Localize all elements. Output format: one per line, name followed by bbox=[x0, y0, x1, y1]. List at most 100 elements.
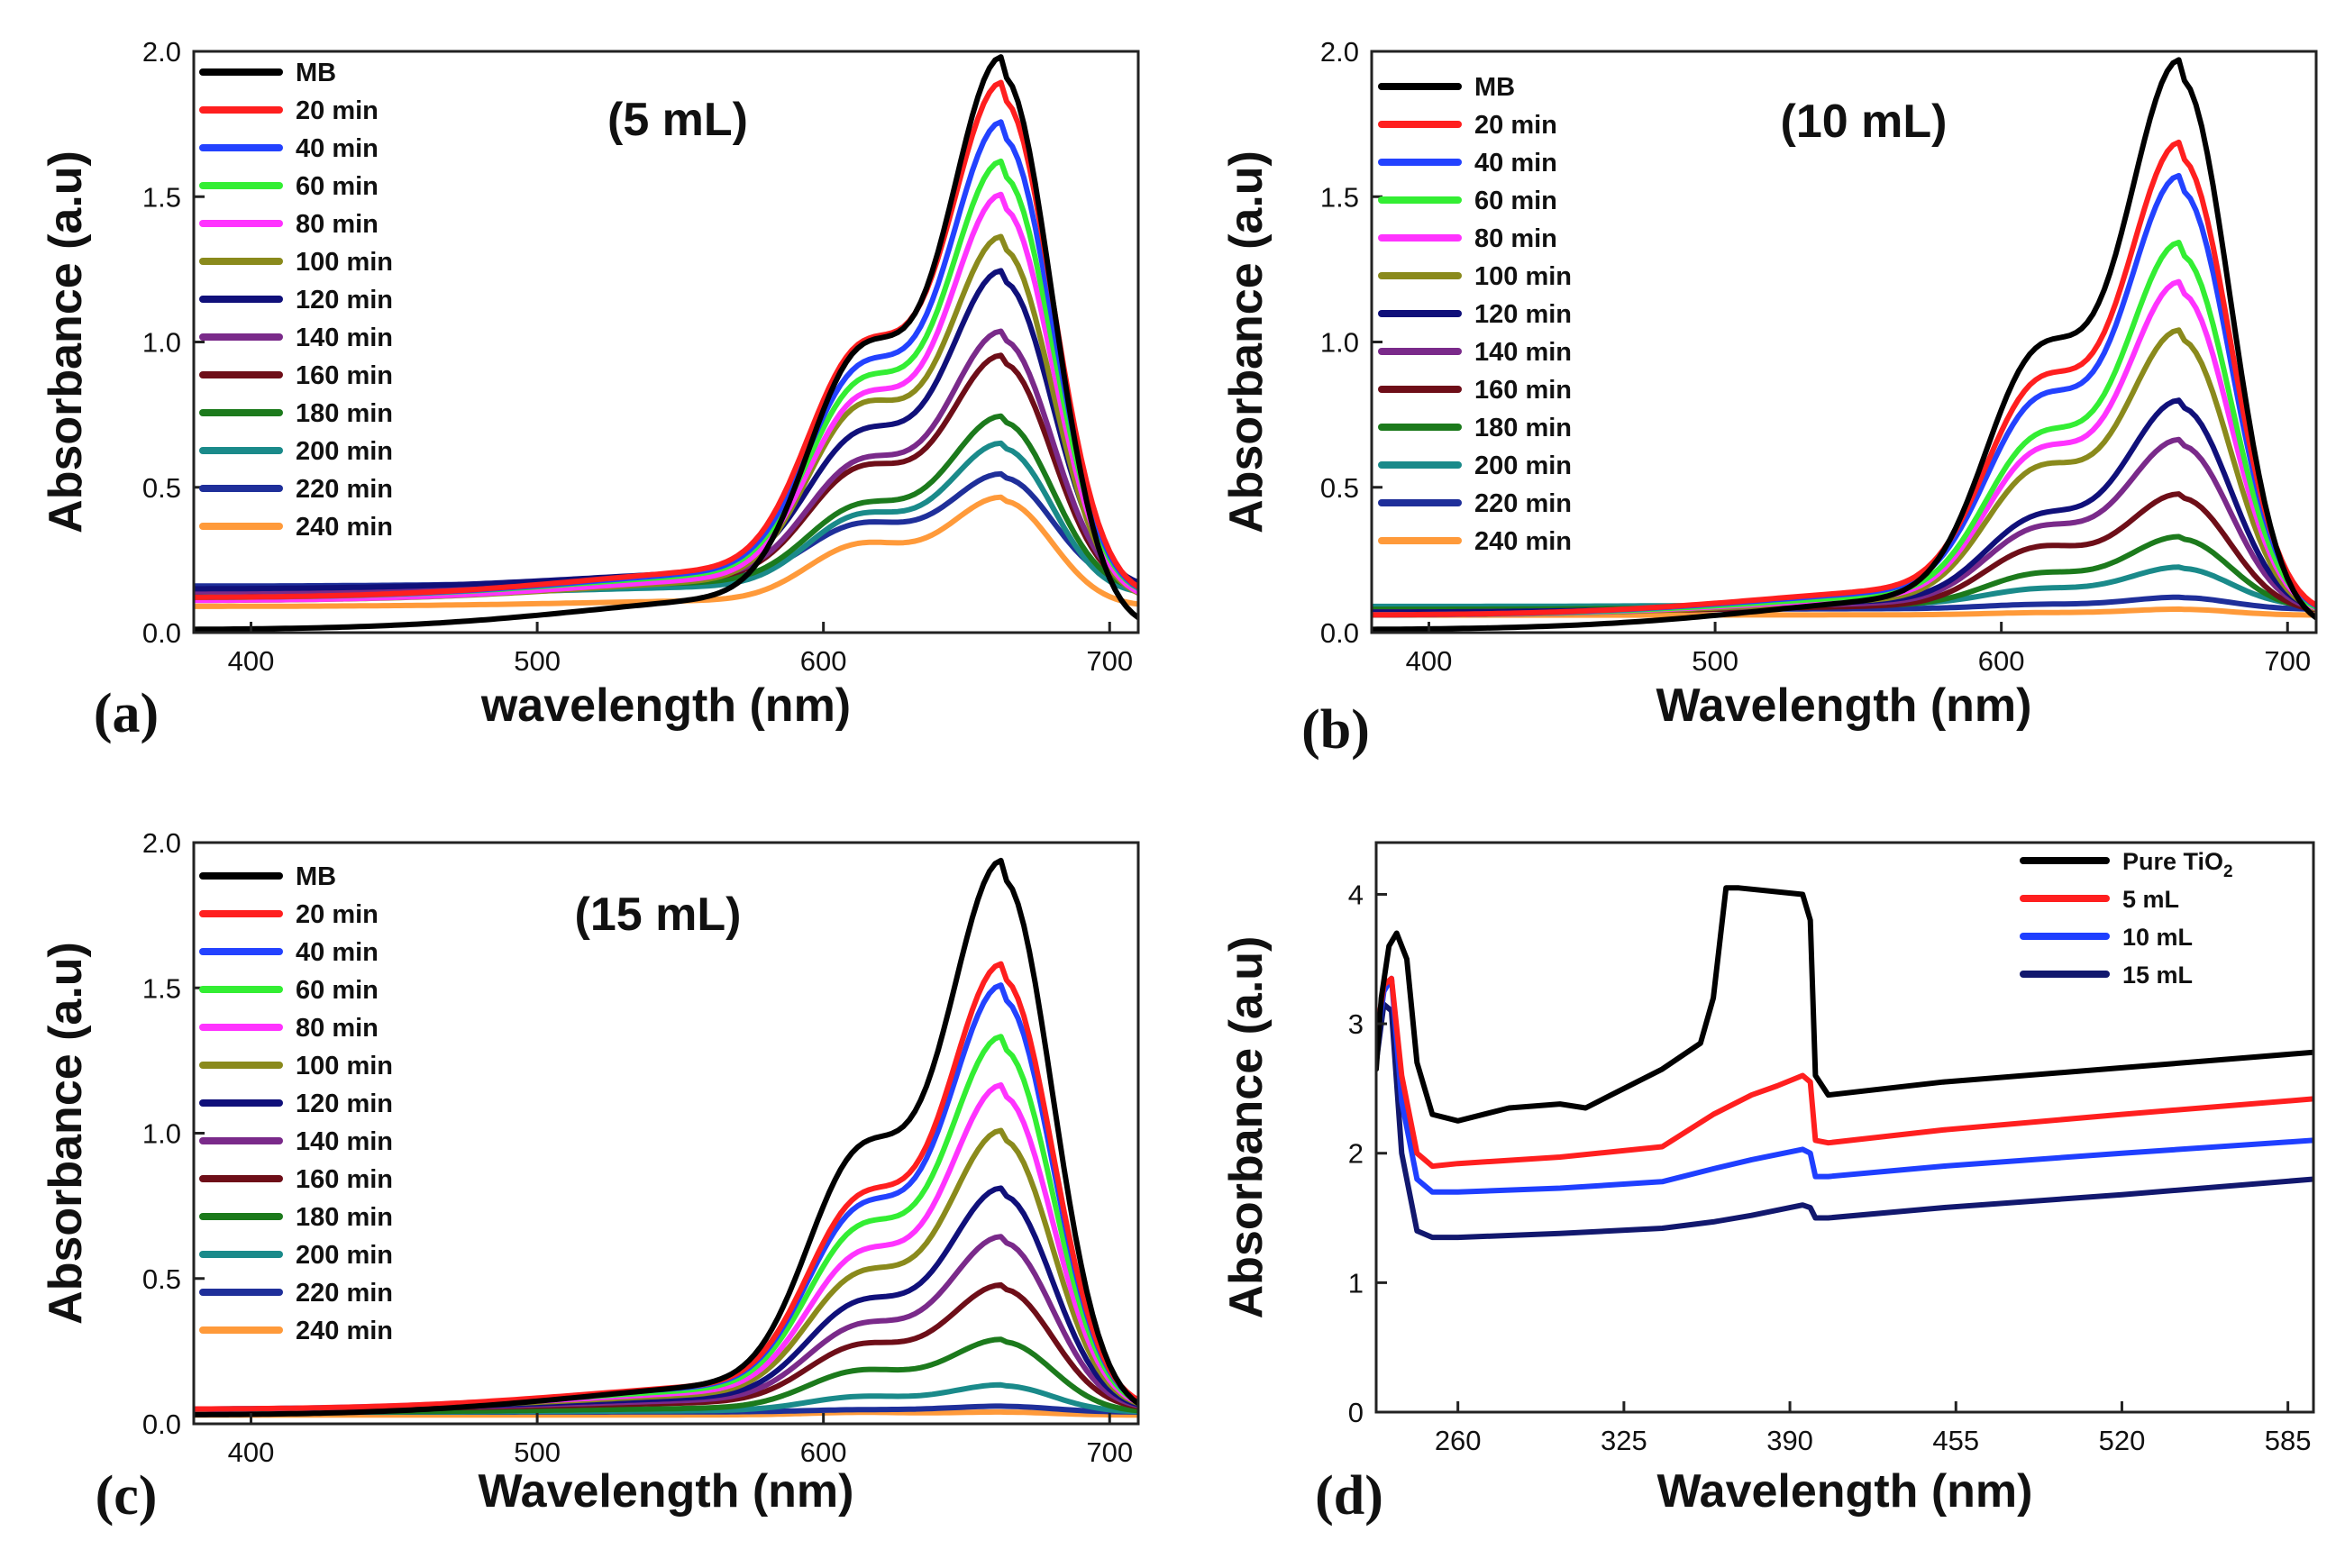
x-tick-label: 400 bbox=[1406, 645, 1453, 677]
series-line-mb bbox=[194, 54, 1138, 633]
x-tick-label: 400 bbox=[228, 645, 275, 677]
legend-label: 60 min bbox=[296, 172, 379, 201]
volume-annotation: (5 mL) bbox=[607, 94, 748, 146]
series-group bbox=[194, 54, 1138, 633]
legend-label: 40 min bbox=[296, 134, 379, 163]
legend-label: 200 min bbox=[296, 1241, 393, 1270]
x-tick-label: 600 bbox=[1978, 645, 2025, 677]
y-tick-label: 2 bbox=[1348, 1138, 1364, 1170]
series-group bbox=[194, 857, 1138, 1418]
legend-label: MB bbox=[296, 862, 336, 891]
series-line-15-ml bbox=[1376, 1001, 2313, 1241]
x-axis-title: Wavelength (nm) bbox=[1657, 1465, 2033, 1518]
volume-annotation: (10 mL) bbox=[1781, 96, 1948, 148]
x-tick-label: 700 bbox=[2264, 645, 2311, 677]
legend-label: 140 min bbox=[296, 324, 393, 352]
legend: MB 20 min 40 min 60 min 80 min 100 min 120 min… bbox=[199, 862, 393, 1345]
legend-label: 60 min bbox=[296, 976, 379, 1005]
legend-label: 60 min bbox=[1474, 187, 1557, 215]
x-tick-label: 455 bbox=[1932, 1425, 1979, 1456]
panel-label: (b) bbox=[1301, 699, 1370, 761]
y-tick-label: 0.5 bbox=[1320, 472, 1359, 504]
y-tick-label: 0.0 bbox=[142, 1408, 181, 1440]
x-tick-label: 700 bbox=[1086, 645, 1133, 677]
series-line-20-min bbox=[194, 79, 1138, 600]
legend-label: 160 min bbox=[296, 361, 393, 390]
x-tick-label: 500 bbox=[514, 645, 561, 677]
y-tick-label: 2.0 bbox=[142, 827, 181, 859]
chart-panel-3: 400 500 600 700 0.0 0.5 1.0 1.5 2.0 Wavelength (n… bbox=[40, 827, 1140, 1527]
series-line-40-min bbox=[194, 982, 1138, 1412]
legend-label: 80 min bbox=[296, 1014, 379, 1043]
panel-label: (c) bbox=[96, 1465, 158, 1527]
x-tick-label: 260 bbox=[1435, 1425, 1482, 1456]
y-axis-title: Absorbance (a.u) bbox=[1220, 150, 1273, 533]
series-line-mb bbox=[194, 857, 1138, 1418]
x-tick-label: 700 bbox=[1086, 1436, 1133, 1468]
y-tick-label: 1.0 bbox=[1320, 327, 1359, 359]
chart-panel-2: 400 500 600 700 0.0 0.5 1.0 1.5 2.0 Wavelength (n… bbox=[1220, 36, 2318, 761]
y-tick-label: 1.5 bbox=[142, 972, 181, 1004]
x-tick-label: 600 bbox=[800, 645, 847, 677]
x-tick-label: 500 bbox=[1692, 645, 1738, 677]
y-tick-label: 3 bbox=[1348, 1008, 1364, 1040]
y-tick-label: 2.0 bbox=[142, 36, 181, 68]
x-tick-label: 520 bbox=[2099, 1425, 2146, 1456]
x-axis-title: Wavelength (nm) bbox=[479, 1465, 854, 1518]
legend-label: 140 min bbox=[1474, 338, 1572, 367]
y-tick-label: 4 bbox=[1348, 879, 1364, 910]
y-tick-label: 0.5 bbox=[142, 472, 181, 504]
legend-label: 20 min bbox=[296, 900, 379, 929]
legend-label: 240 min bbox=[296, 513, 393, 542]
legend-label: 15 mL bbox=[2122, 962, 2193, 989]
series-line-mb bbox=[1372, 57, 2316, 633]
legend-label: 100 min bbox=[296, 248, 393, 277]
legend: Pure TiO2 5 mL 10 mL 15 mL bbox=[2020, 848, 2233, 989]
legend-label: 200 min bbox=[1474, 451, 1572, 480]
panel-label: (a) bbox=[94, 683, 159, 744]
x-tick-label: 600 bbox=[800, 1436, 847, 1468]
y-tick-label: 1.0 bbox=[142, 1118, 181, 1150]
legend-label: 120 min bbox=[296, 1089, 393, 1118]
legend: MB 20 min 40 min 60 min 80 min 100 min 120 min… bbox=[1378, 73, 1572, 556]
x-tick-label: 325 bbox=[1601, 1425, 1647, 1456]
y-tick-label: 1.0 bbox=[142, 327, 181, 359]
legend-label: 120 min bbox=[296, 286, 393, 315]
legend-label: 120 min bbox=[1474, 300, 1572, 329]
legend-label: MB bbox=[296, 59, 336, 87]
panel-label: (d) bbox=[1315, 1465, 1383, 1527]
legend-label: 160 min bbox=[1474, 376, 1572, 405]
y-axis-title: Absorbance (a.u) bbox=[40, 942, 92, 1325]
legend-label: 180 min bbox=[1474, 414, 1572, 442]
y-axis-title: Absorbance (a.u) bbox=[1220, 936, 1273, 1319]
y-tick-label: 1.5 bbox=[142, 181, 181, 213]
y-tick-label: 0.0 bbox=[1320, 617, 1359, 649]
legend-label: 20 min bbox=[296, 96, 379, 125]
legend-label: 220 min bbox=[1474, 489, 1572, 518]
legend-label: 80 min bbox=[1474, 224, 1557, 253]
legend-label: 20 min bbox=[1474, 111, 1557, 140]
legend-label: 220 min bbox=[296, 1279, 393, 1308]
plot-frame bbox=[1374, 841, 2315, 1414]
series-group bbox=[1376, 885, 2313, 1241]
x-axis-title: Wavelength (nm) bbox=[1656, 679, 2032, 732]
series-line-20-min bbox=[1372, 139, 2316, 618]
x-axis-title: wavelength (nm) bbox=[480, 679, 851, 732]
legend-label: 160 min bbox=[296, 1165, 393, 1194]
legend-label: 80 min bbox=[296, 210, 379, 239]
x-tick-label: 500 bbox=[514, 1436, 561, 1468]
chart-panel-4: 260 325 390 455 520 585 0 1 2 3 4 Wavelength (nm) Ab… bbox=[1220, 841, 2315, 1527]
legend-label: 200 min bbox=[296, 437, 393, 466]
series-group bbox=[1372, 57, 2316, 633]
legend-label: Pure TiO2 bbox=[2122, 848, 2233, 881]
y-tick-label: 0 bbox=[1348, 1397, 1364, 1428]
legend-label: 40 min bbox=[1474, 149, 1557, 178]
legend-label: 240 min bbox=[1474, 527, 1572, 556]
y-tick-label: 0.5 bbox=[142, 1263, 181, 1295]
y-tick-label: 2.0 bbox=[1320, 36, 1359, 68]
legend-label: MB bbox=[1474, 73, 1515, 102]
legend-label: 240 min bbox=[296, 1317, 393, 1345]
y-tick-label: 0.0 bbox=[142, 617, 181, 649]
legend-label: 5 mL bbox=[2122, 886, 2179, 913]
